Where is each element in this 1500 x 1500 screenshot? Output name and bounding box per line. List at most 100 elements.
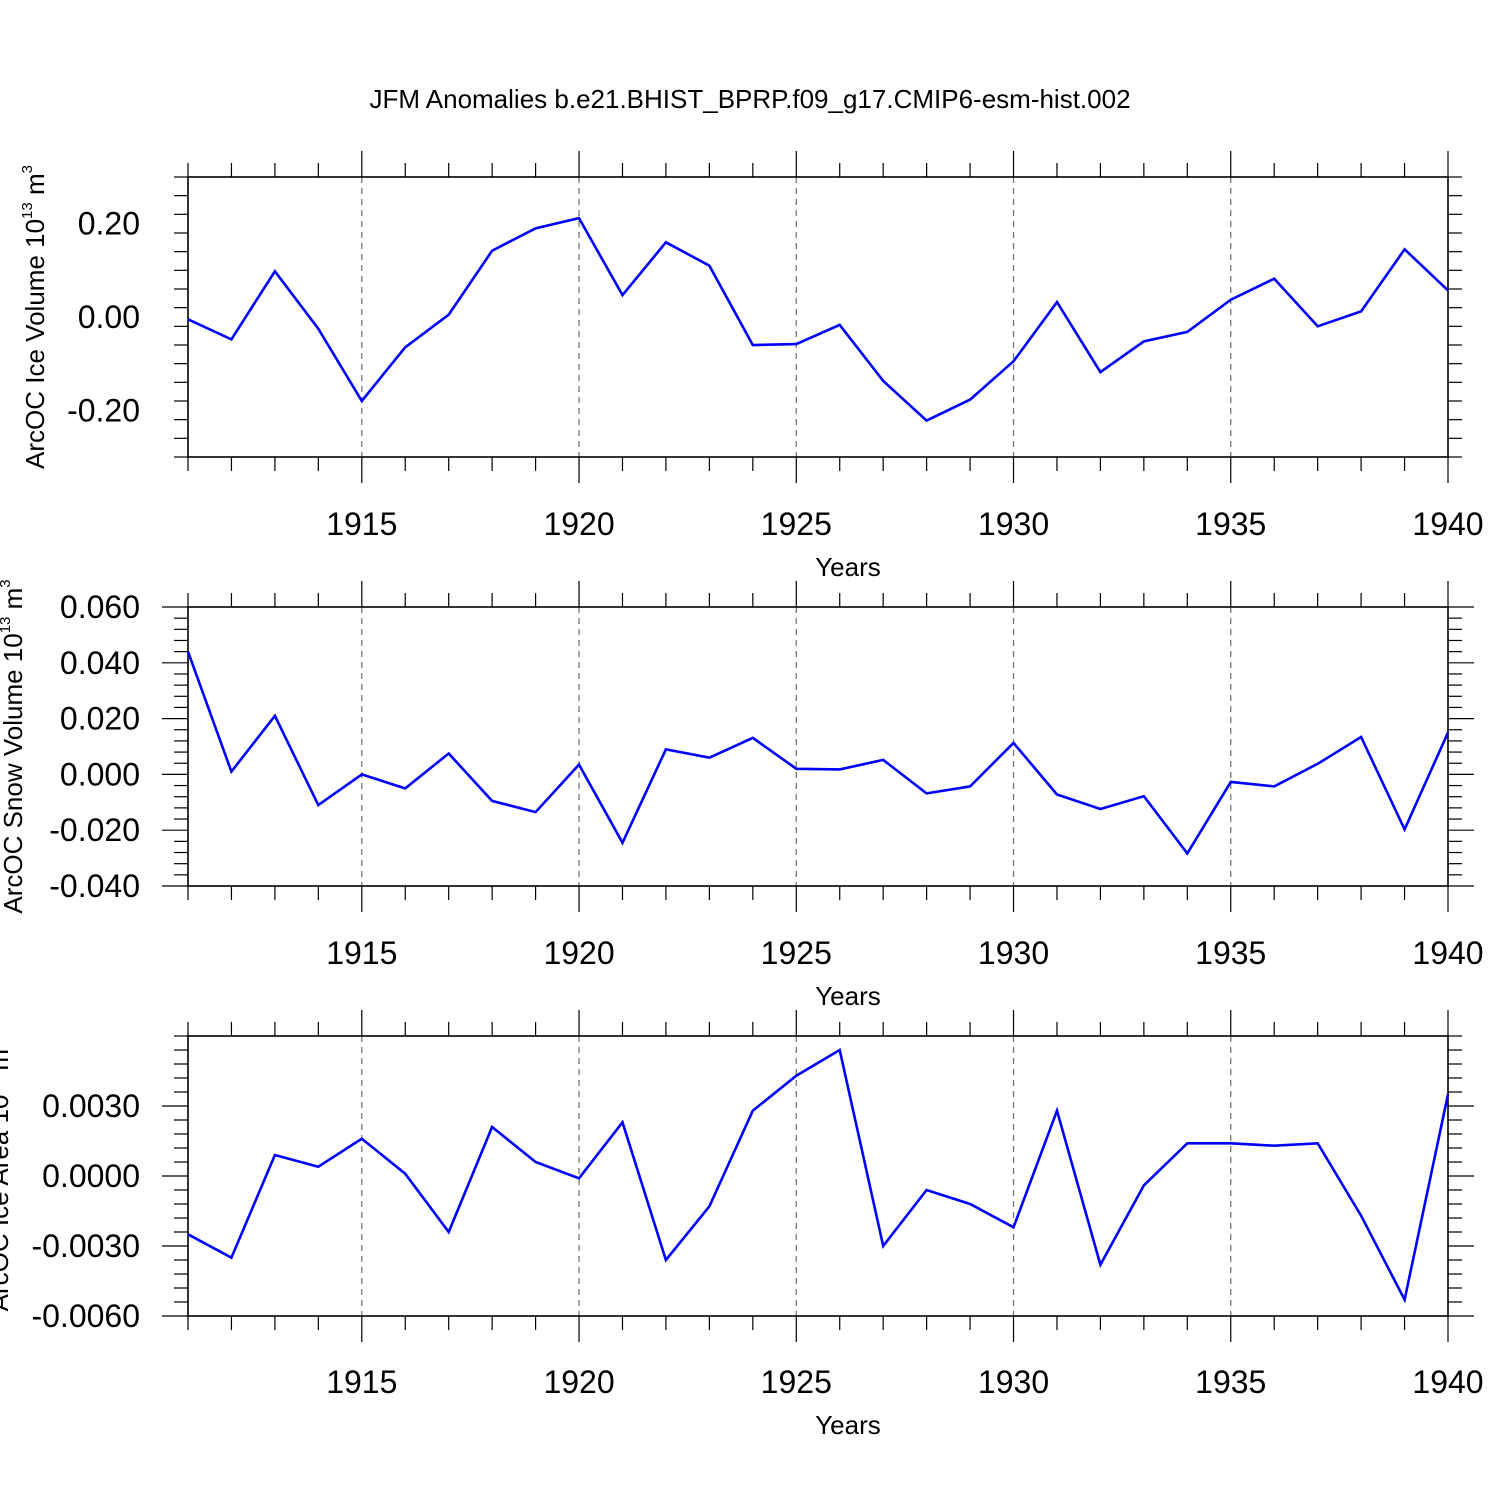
x-tick-label: 1925 (761, 1364, 832, 1400)
x-tick-label: 1935 (1195, 935, 1266, 971)
data-point (1445, 287, 1451, 293)
data-point (489, 248, 495, 254)
data-point (489, 1124, 495, 1130)
data-point (1271, 1143, 1277, 1149)
data-point (619, 292, 625, 298)
data-point (967, 397, 973, 403)
data-point (837, 766, 843, 772)
data-point (1228, 779, 1234, 785)
data-point (837, 1047, 843, 1053)
data-point (228, 769, 234, 775)
data-point (1054, 299, 1060, 305)
data-point (1011, 1224, 1017, 1230)
data-point (880, 1243, 886, 1249)
x-tick-label: 1940 (1412, 1364, 1483, 1400)
data-point (359, 398, 365, 404)
x-tick-label: 1915 (326, 1364, 397, 1400)
data-point (1445, 730, 1451, 736)
data-point (315, 326, 321, 332)
y-tick-label: 0.20 (78, 206, 140, 242)
x-tick-label: 1920 (543, 935, 614, 971)
data-point (1402, 826, 1408, 832)
data-point (1315, 761, 1321, 767)
y-axis-title-unit-exponent: 3 (0, 579, 14, 587)
data-point (1315, 1140, 1321, 1146)
plot-frame (187, 1035, 1449, 1317)
x-axis-title: Years (815, 1410, 881, 1440)
x-tick-label: 1930 (978, 1364, 1049, 1400)
y-axis-title-unit: m (0, 588, 28, 617)
data-point (228, 336, 234, 342)
data-point (272, 268, 278, 274)
data-point (1402, 246, 1408, 252)
data-point (489, 798, 495, 804)
x-tick-label: 1925 (761, 506, 832, 542)
data-point (1097, 369, 1103, 375)
data-point (359, 771, 365, 777)
data-point (315, 802, 321, 808)
data-point (1184, 850, 1190, 856)
y-tick-label: 0.020 (60, 701, 140, 737)
data-point (663, 746, 669, 752)
data-point (1445, 1091, 1451, 1097)
x-tick-label: 1920 (543, 506, 614, 542)
y-axis-title-unit: m (0, 1049, 14, 1078)
plot-frame (187, 606, 1449, 887)
y-tick-label: -0.20 (67, 392, 140, 428)
y-axis-title-unit: m (20, 173, 50, 202)
data-point (533, 1159, 539, 1165)
y-axis-title: ArcOC Ice Area 1013 m2 (0, 1041, 14, 1312)
data-point (880, 378, 886, 384)
data-point (185, 649, 191, 655)
panel-1: -0.20 0.00 0.20 1915 1920 1925 1930 1935 1940 Yea… (19, 151, 1484, 582)
data-point (706, 1203, 712, 1209)
data-point (619, 840, 625, 846)
series-line (187, 1047, 1450, 1304)
data-point (446, 1229, 452, 1235)
data-point (793, 766, 799, 772)
y-axis-title: ArcOC Ice Volume 1013 m3 (19, 165, 50, 469)
y-tick-label: 0.000 (60, 756, 140, 792)
data-point (1054, 1108, 1060, 1114)
data-point (1358, 308, 1364, 314)
data-point (402, 785, 408, 791)
data-point (576, 762, 582, 768)
x-tick-label: 1925 (761, 935, 832, 971)
data-point (1228, 297, 1234, 303)
y-axis-title-unit-exponent: 3 (19, 165, 36, 173)
data-point (924, 418, 930, 424)
data-point (880, 757, 886, 763)
y-tick-label: -0.040 (49, 868, 140, 904)
data-point (1141, 1182, 1147, 1188)
data-point (1358, 1213, 1364, 1219)
data-point (663, 1257, 669, 1263)
y-tick-label: 0.0000 (42, 1158, 140, 1194)
data-point (619, 1119, 625, 1125)
data-point (706, 263, 712, 269)
y-axis-title: ArcOC Snow Volume 1013 m3 (0, 579, 28, 913)
panel-2: -0.040 -0.020 0.000 0.020 0.040 0.060 1915 1920… (0, 579, 1484, 1011)
x-tick-label: 1935 (1195, 1364, 1266, 1400)
data-point (402, 344, 408, 350)
data-point (1358, 734, 1364, 740)
data-point (967, 783, 973, 789)
data-point (272, 713, 278, 719)
data-point (837, 322, 843, 328)
data-point (1054, 791, 1060, 797)
x-tick-label: 1930 (978, 506, 1049, 542)
x-tick-label: 1940 (1412, 506, 1483, 542)
x-axis-title: Years (815, 552, 881, 582)
data-point (924, 790, 930, 796)
data-point (793, 1073, 799, 1079)
y-axis-title-text: ArcOC Ice Area 10 (0, 1095, 14, 1312)
series-line (187, 216, 1449, 423)
data-point (750, 342, 756, 348)
data-point (1184, 329, 1190, 335)
data-point (1315, 323, 1321, 329)
x-tick-label: 1920 (543, 1364, 614, 1400)
data-point (315, 1164, 321, 1170)
data-point (533, 225, 539, 231)
y-axis-title-exponent: 13 (19, 202, 36, 219)
data-point (1402, 1297, 1408, 1303)
series-line (186, 651, 1450, 856)
